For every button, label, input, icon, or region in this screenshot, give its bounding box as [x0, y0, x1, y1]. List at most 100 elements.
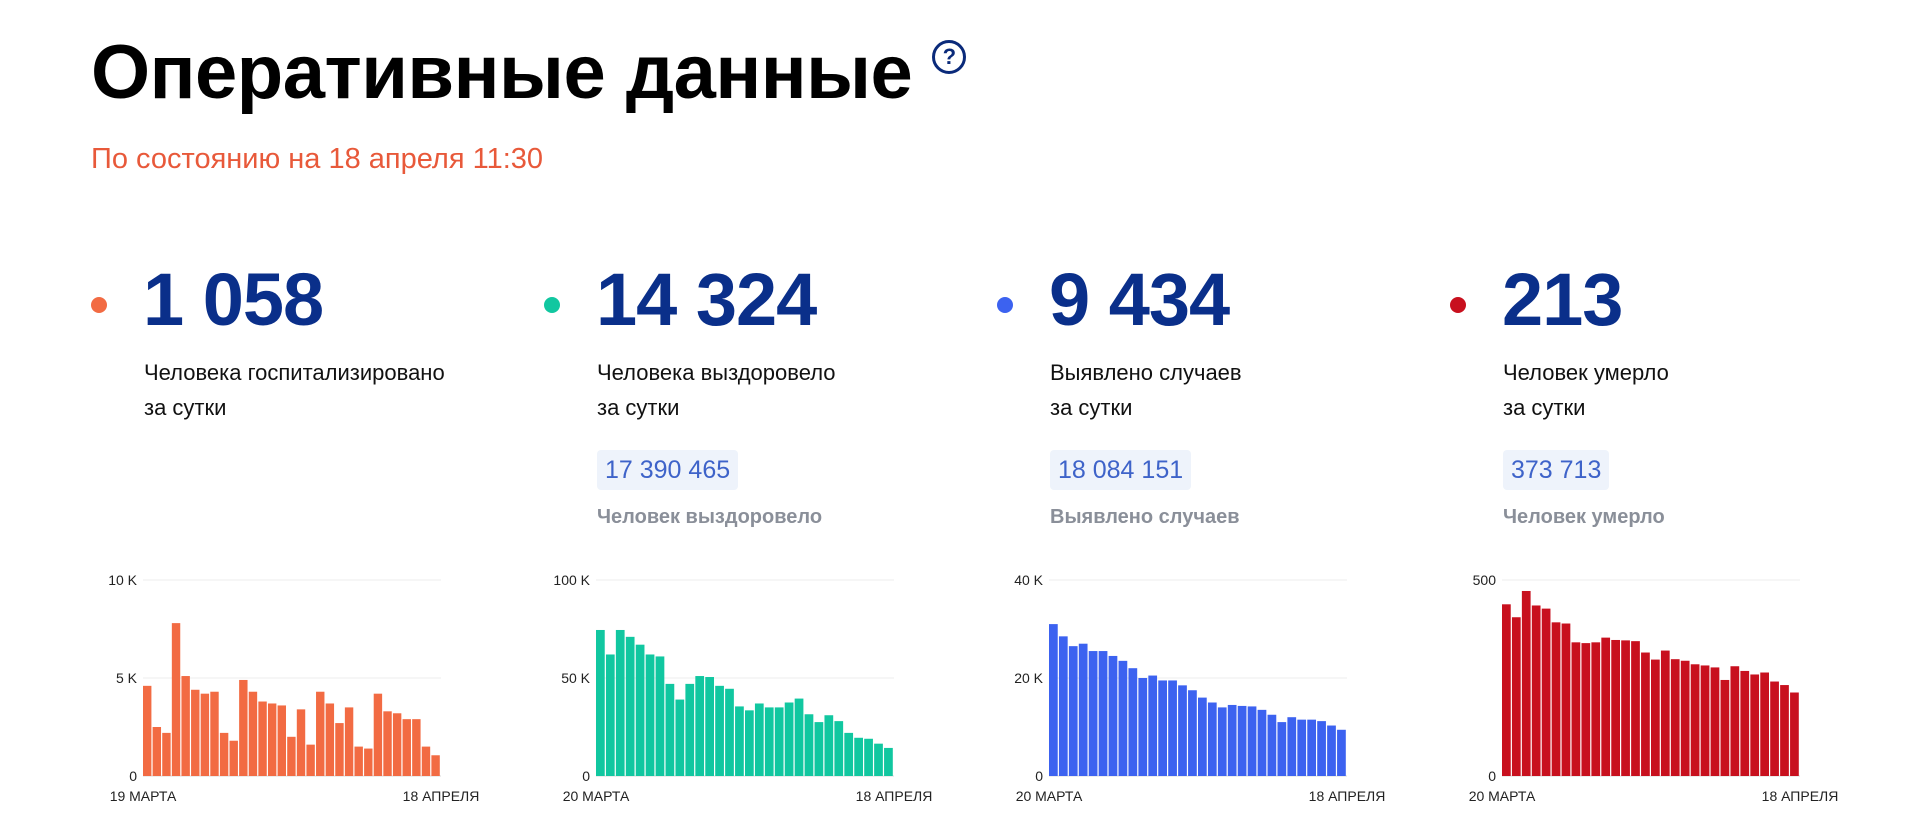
bar — [1227, 704, 1237, 776]
bar — [1770, 681, 1779, 776]
bar — [625, 636, 635, 776]
bar — [824, 715, 834, 776]
bar — [1267, 714, 1277, 776]
bar — [685, 683, 695, 776]
bar — [1710, 667, 1720, 776]
bar — [725, 688, 734, 776]
x-start-label: 20 МАРТА — [563, 788, 630, 804]
bar — [248, 691, 258, 776]
bar — [258, 701, 267, 776]
bar — [1531, 605, 1541, 776]
bar — [675, 699, 685, 776]
recovered-value: 14 324 — [596, 258, 817, 341]
help-icon[interactable]: ? — [932, 40, 967, 74]
recovered-total: 17 390 465 — [597, 450, 739, 490]
y-tick-label: 0 — [582, 768, 590, 784]
bar — [1631, 641, 1640, 776]
bar — [296, 709, 306, 776]
y-tick-label: 0 — [129, 768, 137, 784]
detected-label-line2: за сутки — [1050, 395, 1133, 420]
bar — [804, 714, 814, 776]
bar — [162, 732, 171, 776]
bar — [1601, 637, 1611, 776]
bar — [335, 723, 344, 776]
deaths-label-line1: Человек умерло — [1503, 360, 1669, 385]
bar — [1118, 660, 1128, 776]
bar — [1317, 721, 1326, 776]
recovered-dot-icon — [544, 297, 560, 313]
y-tick-label: 40 K — [1014, 572, 1043, 588]
hospitalized-label-line1: Человека госпитализировано — [144, 360, 445, 385]
title-row: Оперативные данные ? — [91, 28, 967, 118]
page-title: Оперативные данные — [91, 30, 913, 115]
bar — [1700, 665, 1710, 776]
detected-dot-icon — [997, 297, 1013, 313]
card-deaths: 213 Человек умерло за сутки 373 713 Чело… — [1450, 255, 1900, 820]
bar — [1680, 660, 1690, 776]
bar — [325, 703, 335, 776]
deaths-dot-icon — [1450, 297, 1466, 313]
deaths-value: 213 — [1502, 258, 1623, 341]
card-recovered: 14 324 Человека выздоровело за сутки 17 … — [544, 255, 994, 820]
bar — [1571, 642, 1581, 776]
x-end-label: 18 АПРЕЛЯ — [1309, 788, 1386, 804]
bar — [1217, 707, 1227, 776]
x-end-label: 18 АПРЕЛЯ — [403, 788, 480, 804]
detected-value: 9 434 — [1049, 258, 1230, 341]
bar — [1287, 717, 1297, 776]
y-tick-label: 20 K — [1014, 670, 1043, 686]
bar — [1660, 650, 1670, 776]
deaths-chart: 0 500 20 МАРТА 18 АПРЕЛЯ — [1469, 572, 1839, 804]
bar — [665, 683, 675, 776]
bar — [844, 732, 854, 776]
bar — [814, 722, 824, 776]
bar — [306, 744, 315, 776]
recovered-total-label: Человек выздоровело — [597, 506, 823, 528]
bar — [1780, 685, 1789, 776]
deaths-label-line2: за сутки — [1503, 395, 1586, 420]
bar — [383, 711, 392, 776]
bar — [1068, 646, 1078, 776]
x-end-label: 18 АПРЕЛЯ — [856, 788, 933, 804]
last-updated-subtitle: По состоянию на 18 апреля 11:30 — [91, 143, 544, 175]
bar — [1750, 674, 1760, 776]
y-tick-label: 0 — [1488, 768, 1496, 784]
bar — [1760, 672, 1769, 776]
detected-total: 18 084 151 — [1050, 450, 1192, 490]
bar — [834, 721, 844, 776]
bar — [412, 719, 421, 776]
hospitalized-label: Человека госпитализировано за сутки — [144, 355, 445, 425]
bar — [1138, 678, 1148, 776]
bar — [1651, 659, 1660, 776]
bar — [715, 685, 724, 776]
bar — [229, 740, 238, 776]
bar — [1158, 680, 1167, 776]
bar — [764, 707, 774, 776]
deaths-label: Человек умерло за сутки — [1503, 355, 1669, 425]
bar — [754, 703, 764, 776]
bar — [1207, 702, 1217, 776]
bar — [239, 679, 248, 776]
deaths-total: 373 713 — [1503, 450, 1610, 490]
bar — [1502, 604, 1511, 776]
card-hospitalized: 1 058 Человека госпитализировано за сутк… — [91, 255, 541, 820]
bar — [1078, 643, 1088, 776]
recovered-label-line1: Человека выздоровело — [597, 360, 836, 385]
bar — [1581, 643, 1591, 776]
bar — [1148, 675, 1158, 776]
bar — [1049, 624, 1058, 776]
bar — [1611, 639, 1620, 776]
bar — [1168, 680, 1177, 776]
bar — [605, 654, 615, 776]
y-tick-label: 50 K — [561, 670, 590, 686]
y-tick-label: 10 K — [108, 572, 137, 588]
deaths-total-label: Человек умерло — [1503, 506, 1665, 528]
bar — [1511, 617, 1521, 776]
detected-label: Выявлено случаев за сутки — [1050, 355, 1242, 425]
bar — [1247, 706, 1257, 776]
bar — [171, 623, 181, 776]
bar — [1058, 636, 1068, 776]
bar — [884, 747, 893, 776]
bar — [431, 755, 440, 776]
bar — [635, 644, 645, 776]
